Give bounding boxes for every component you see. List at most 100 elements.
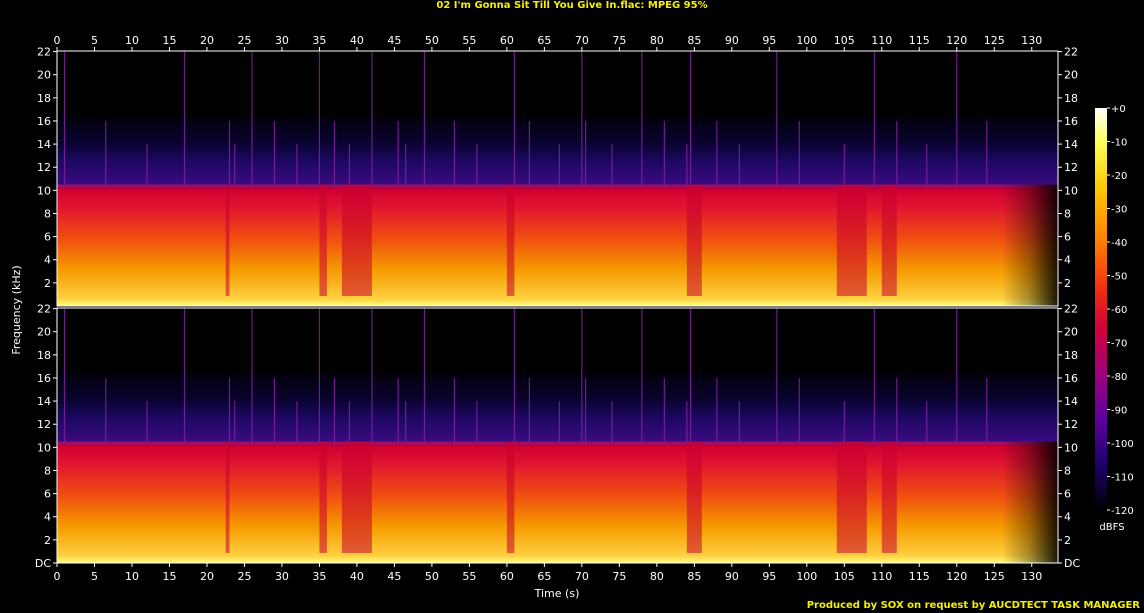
colorbar-tick-label: -30 <box>1111 205 1127 216</box>
y-tick-label: 6 <box>44 231 51 244</box>
x-tick-label-bottom: 65 <box>537 570 551 583</box>
x-tick-label-top: 15 <box>162 34 176 47</box>
colorbar-gradient <box>1095 108 1107 510</box>
x-tick-label-bottom: 0 <box>54 570 61 583</box>
x-tick-label-top: 100 <box>796 34 817 47</box>
y-tick-label: 16 <box>1064 115 1078 128</box>
y-tick-label: 6 <box>1064 231 1071 244</box>
x-tick-label-bottom: 35 <box>312 570 326 583</box>
colorbar-tick-label: -100 <box>1111 439 1134 450</box>
quiet-segment <box>881 441 897 553</box>
y-tick-label: 18 <box>1064 349 1078 362</box>
y-tick-label: 22 <box>1064 303 1078 316</box>
x-tick-label-top: 105 <box>834 34 855 47</box>
quiet-segment <box>506 184 515 296</box>
colorbar-tick-label: -20 <box>1111 171 1127 182</box>
y-tick-label: 10 <box>1064 184 1078 197</box>
y-tick-label: DC <box>35 557 51 570</box>
x-tick-label-top: 25 <box>237 34 251 47</box>
y-tick-label: 2 <box>44 534 51 547</box>
y-tick-label: 8 <box>44 464 51 477</box>
y-tick-label: 2 <box>1064 534 1071 547</box>
x-tick-label-top: 20 <box>200 34 214 47</box>
x-tick-label-bottom: 10 <box>125 570 139 583</box>
quiet-segment <box>836 184 867 296</box>
x-tick-label-top: 40 <box>350 34 364 47</box>
y-tick-label: 12 <box>37 418 51 431</box>
y-tick-label: 8 <box>1064 464 1071 477</box>
x-tick-label-bottom: 80 <box>650 570 664 583</box>
colorbar-label: dBFS <box>1099 522 1124 533</box>
chart-title: 02 I'm Gonna Sit Till You Give In.flac: … <box>436 0 708 11</box>
y-tick-label: 8 <box>1064 207 1071 220</box>
quiet-segment <box>686 441 702 553</box>
y-tick-label: 2 <box>44 277 51 290</box>
fade-out <box>1001 441 1058 563</box>
cutoff-edge <box>57 184 1058 188</box>
x-tick-label-top: 0 <box>54 34 61 47</box>
colorbar-tick-label: -90 <box>1111 406 1127 417</box>
quiet-segment <box>686 184 702 296</box>
y-tick-label: 2 <box>1064 277 1071 290</box>
colorbar-tick-label: +0 <box>1111 104 1126 115</box>
x-tick-label-top: 10 <box>125 34 139 47</box>
y-tick-label: 22 <box>37 46 51 59</box>
x-tick-label-top: 90 <box>725 34 739 47</box>
x-tick-label-bottom: 100 <box>796 570 817 583</box>
plot-frame <box>56 307 1059 564</box>
x-tick-label-bottom: 40 <box>350 570 364 583</box>
energy-band <box>57 441 1058 563</box>
x-tick-label-bottom: 120 <box>946 570 967 583</box>
x-tick-label-top: 35 <box>312 34 326 47</box>
x-tick-label-top: 45 <box>387 34 401 47</box>
y-tick-label: DC <box>1064 557 1080 570</box>
channel-top-spectrogram <box>56 50 1059 307</box>
x-tick-label-bottom: 115 <box>909 570 930 583</box>
y-tick-label: 18 <box>37 92 51 105</box>
y-tick-label: 20 <box>37 69 51 82</box>
x-tick-label-top: 125 <box>984 34 1005 47</box>
colorbar: +0 -10 -20 -30 -40 -50 -60 -70 -80 -90 -100 -110 -12… <box>1095 104 1134 533</box>
x-tick-label-top: 60 <box>500 34 514 47</box>
x-tick-label-top: 70 <box>575 34 589 47</box>
y-tick-label: 22 <box>1064 46 1078 59</box>
x-tick-label-bottom: 50 <box>425 570 439 583</box>
y-tick-label: 10 <box>37 441 51 454</box>
colorbar-tick-label: -120 <box>1111 506 1134 517</box>
colorbar-tick-label: -10 <box>1111 138 1127 149</box>
x-tick-label-bottom: 15 <box>162 570 176 583</box>
quiet-segment <box>341 184 372 296</box>
y-tick-label: 6 <box>44 488 51 501</box>
colorbar-tick-label: -110 <box>1111 473 1134 484</box>
y-axis-label: Frequency (kHz) <box>10 265 23 354</box>
y-tick-label: 14 <box>37 138 51 151</box>
x-tick-label-top: 55 <box>462 34 476 47</box>
x-tick-label-bottom: 20 <box>200 570 214 583</box>
x-tick-label-bottom: 60 <box>500 570 514 583</box>
y-tick-label: 18 <box>1064 92 1078 105</box>
y-tick-label: 6 <box>1064 488 1071 501</box>
x-tick-label-bottom: 125 <box>984 570 1005 583</box>
y-tick-label: 20 <box>1064 69 1078 82</box>
quiet-segment <box>319 441 327 553</box>
colorbar-tick-label: -80 <box>1111 372 1127 383</box>
energy-band <box>57 184 1058 306</box>
y-tick-label: 16 <box>37 372 51 385</box>
cutoff-edge <box>57 441 1058 445</box>
x-tick-label-top: 65 <box>537 34 551 47</box>
y-tick-label: 8 <box>44 207 51 220</box>
x-tick-label-bottom: 90 <box>725 570 739 583</box>
x-tick-label-bottom: 95 <box>762 570 776 583</box>
y-tick-label: 22 <box>37 303 51 316</box>
x-tick-label-top: 30 <box>275 34 289 47</box>
colorbar-tick-label: -60 <box>1111 305 1127 316</box>
y-tick-label: 14 <box>37 395 51 408</box>
plot-frame <box>56 50 1059 307</box>
y-tick-label: 10 <box>1064 441 1078 454</box>
y-tick-label: 20 <box>37 326 51 339</box>
x-tick-label-top: 120 <box>946 34 967 47</box>
y-tick-label: 4 <box>1064 254 1071 267</box>
x-tick-label-top: 110 <box>871 34 892 47</box>
x-tick-label-top: 85 <box>687 34 701 47</box>
